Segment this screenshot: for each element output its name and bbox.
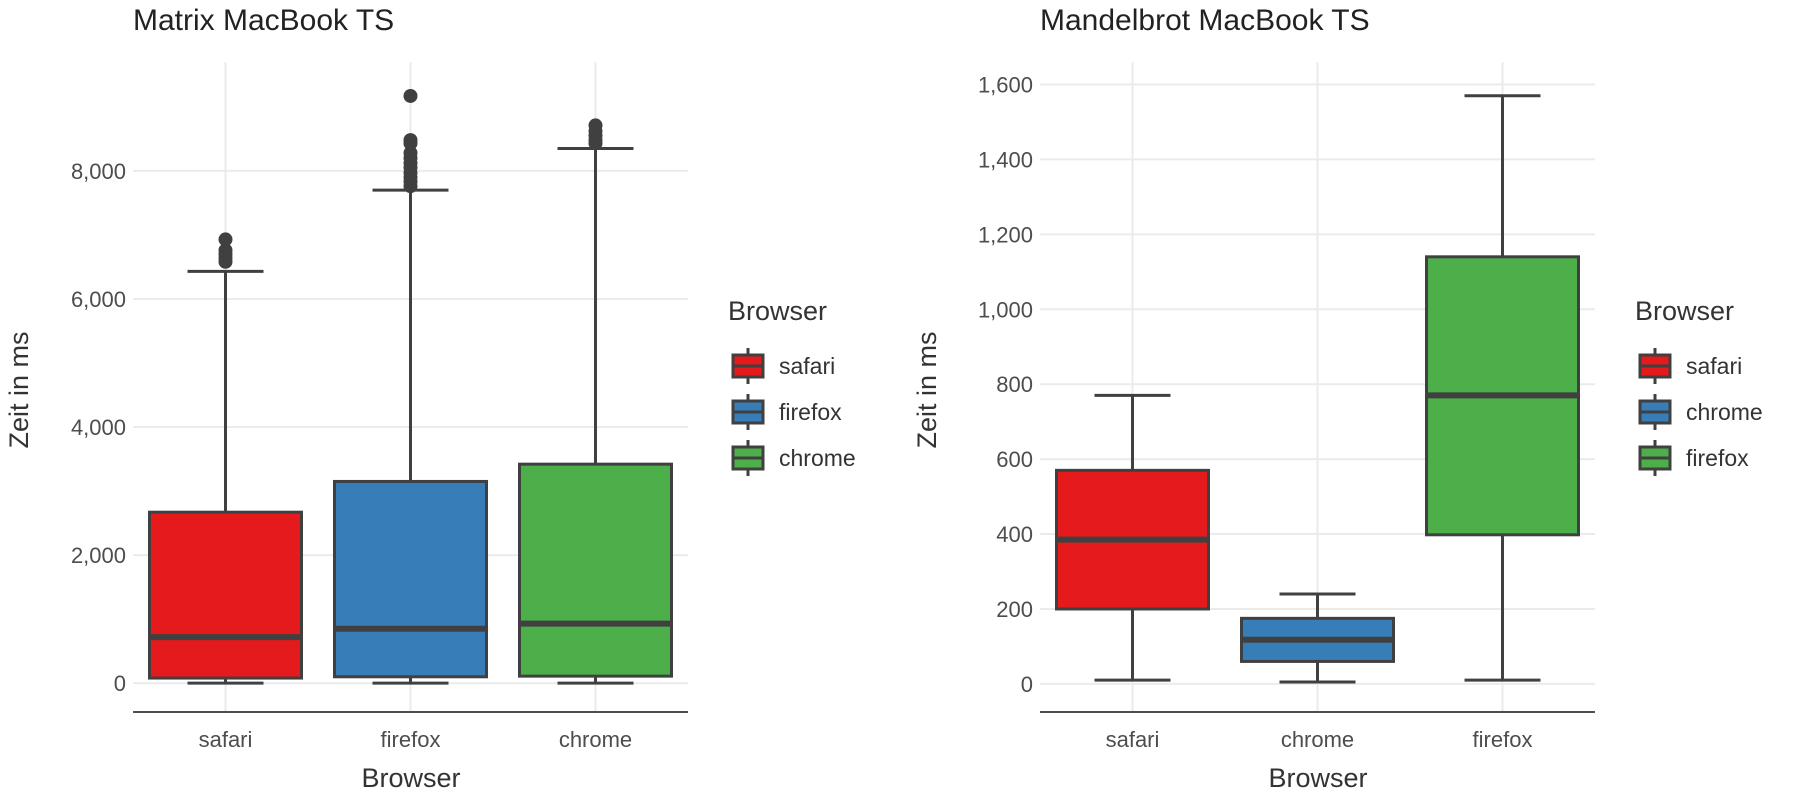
x-axis-title: Browser	[1268, 763, 1367, 793]
legend-key	[731, 394, 765, 430]
legend-label: firefox	[1686, 445, 1749, 471]
chart-title: Matrix MacBook TS	[133, 4, 394, 37]
legend-key	[1638, 440, 1672, 476]
y-axis-title: Zeit in ms	[4, 331, 34, 448]
outlier-point	[588, 118, 603, 133]
y-tick-label: 2,000	[71, 543, 126, 568]
y-tick-label: 0	[1021, 672, 1033, 697]
x-tick-label: chrome	[559, 727, 632, 752]
y-tick-label: 400	[996, 522, 1033, 547]
legend-title: Browser	[728, 296, 827, 326]
x-tick-label: chrome	[1281, 727, 1354, 752]
chart-title: Mandelbrot MacBook TS	[1040, 4, 1370, 37]
y-tick-label: 800	[996, 372, 1033, 397]
x-tick-label: safari	[199, 727, 253, 752]
outlier-point	[403, 88, 418, 103]
legend-key	[731, 440, 765, 476]
y-tick-label: 1,600	[978, 72, 1033, 97]
legend-key	[1638, 394, 1672, 430]
y-tick-label: 1,400	[978, 147, 1033, 172]
legend-label: chrome	[1686, 399, 1763, 425]
box-safari	[1055, 393, 1210, 682]
outlier-point	[403, 145, 418, 160]
legend-label: safari	[779, 353, 835, 379]
y-tick-label: 1,000	[978, 297, 1033, 322]
y-tick-label: 4,000	[71, 415, 126, 440]
y-tick-label: 600	[996, 447, 1033, 472]
legend-label: firefox	[779, 399, 842, 425]
legend-key	[1638, 348, 1672, 384]
y-axis-title: Zeit in ms	[912, 331, 942, 448]
legend-label: safari	[1686, 353, 1742, 379]
box-chrome	[518, 118, 673, 685]
x-tick-label: safari	[1106, 727, 1160, 752]
legend-label: chrome	[779, 445, 856, 471]
y-tick-label: 6,000	[71, 287, 126, 312]
x-axis-title: Browser	[361, 763, 460, 793]
x-tick-label: firefox	[1473, 727, 1533, 752]
outlier-point	[218, 232, 233, 247]
box-firefox	[1425, 94, 1580, 682]
y-tick-label: 200	[996, 597, 1033, 622]
legend-key	[731, 348, 765, 384]
matrix-chart-panel: Matrix MacBook TS 0 2,000 4,000 6,000 8,000 s…	[4, 4, 856, 793]
outlier-point	[403, 133, 418, 148]
mandelbrot-chart-panel: Mandelbrot MacBook TS 0 200 400 600 800 1,000…	[912, 4, 1763, 793]
y-tick-label: 8,000	[71, 159, 126, 184]
box-firefox	[333, 88, 488, 685]
box-safari	[148, 232, 303, 685]
legend-title: Browser	[1635, 296, 1734, 326]
x-tick-label: firefox	[381, 727, 441, 752]
box-chrome	[1240, 592, 1395, 684]
outlier-point	[218, 243, 233, 258]
y-tick-label: 0	[114, 671, 126, 696]
box-iqr	[333, 479, 488, 679]
y-tick-label: 1,200	[978, 222, 1033, 247]
box-iqr	[518, 462, 673, 678]
box-iqr	[148, 510, 303, 680]
